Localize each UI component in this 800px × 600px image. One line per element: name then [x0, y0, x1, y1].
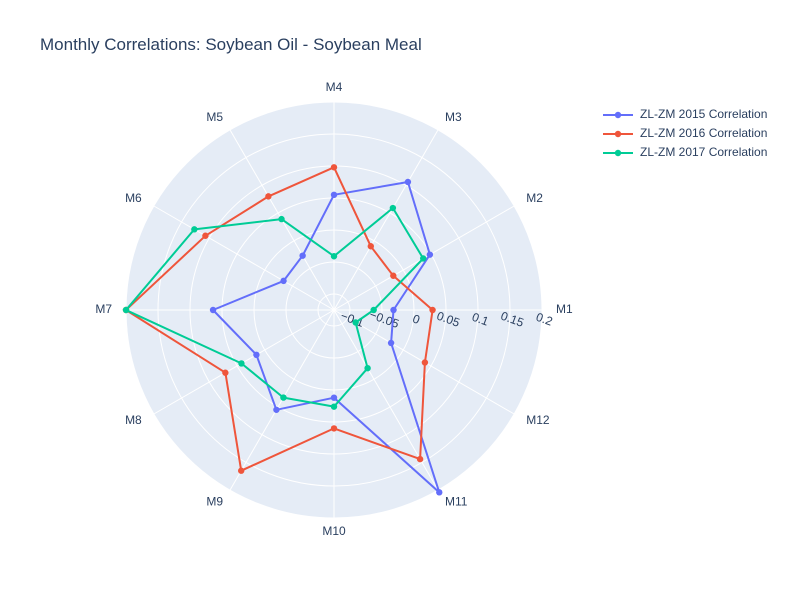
series-layer — [122, 164, 443, 496]
series-2-point-m10[interactable] — [330, 425, 338, 432]
series-3-point-m10[interactable] — [330, 403, 338, 410]
series-2-point-m11[interactable] — [416, 455, 424, 463]
angular-label-m10: M10 — [322, 524, 346, 538]
series-1-point-m5[interactable] — [299, 252, 306, 259]
series-3 — [122, 204, 427, 410]
legend-label-1: ZL-ZM 2015 Correlation — [640, 107, 767, 121]
legend-swatch-marker-3 — [614, 149, 622, 157]
series-3-point-m11[interactable] — [364, 364, 371, 372]
legend[interactable]: ZL-ZM 2015 Correlation ZL-ZM 2016 Correla… — [603, 107, 767, 159]
series-2-point-m1[interactable] — [429, 306, 436, 314]
series-3-point-m6[interactable] — [191, 226, 198, 233]
legend-item-1[interactable]: ZL-ZM 2015 Correlation — [603, 107, 767, 121]
angular-axis-labels: M1 M2 M3 M4 M5 M6 M7 M8 M9 M10 M11 M12 — [95, 80, 573, 538]
series-1-point-m9[interactable] — [273, 406, 280, 413]
series-1-point-m7[interactable] — [209, 306, 217, 314]
series-3-point-m4[interactable] — [330, 253, 338, 260]
series-2-point-m4[interactable] — [330, 164, 338, 171]
legend-item-2[interactable]: ZL-ZM 2016 Correlation — [603, 126, 767, 140]
angular-label-m7: M7 — [95, 302, 112, 316]
series-1-point-m10[interactable] — [330, 394, 338, 401]
series-1-point-m12[interactable] — [387, 339, 395, 347]
angular-label-m9: M9 — [206, 494, 223, 508]
series-2-point-m12[interactable] — [421, 359, 429, 366]
radial-tick-label-6: 0.2 — [534, 310, 555, 329]
angular-label-m1: M1 — [556, 302, 573, 316]
angular-label-m6: M6 — [125, 191, 142, 205]
angular-label-m11: M11 — [445, 494, 468, 508]
series-1-point-m3[interactable] — [404, 178, 412, 186]
series-3-point-m8[interactable] — [238, 360, 245, 367]
angular-label-m4: M4 — [326, 80, 343, 94]
legend-swatch-marker-1 — [614, 111, 622, 119]
series-1-point-m2[interactable] — [426, 251, 434, 258]
series-1-point-m8[interactable] — [253, 351, 260, 358]
series-1-point-m11[interactable] — [436, 489, 443, 496]
legend-swatch-marker-2 — [614, 130, 622, 138]
series-3-point-m2[interactable] — [420, 255, 427, 262]
series-2-point-m6[interactable] — [202, 232, 209, 239]
radial-tick-label-2: 0 — [411, 312, 422, 328]
legend-label-2: ZL-ZM 2016 Correlation — [640, 126, 767, 140]
angular-label-m12: M12 — [526, 413, 550, 427]
angular-label-m3: M3 — [445, 110, 462, 124]
angular-label-m8: M8 — [125, 413, 142, 427]
series-2-point-m9[interactable] — [238, 467, 245, 474]
series-1-point-m6[interactable] — [280, 277, 287, 285]
grid-spoke-3 — [333, 129, 439, 311]
series-3-point-m12[interactable] — [352, 319, 359, 326]
chart-title: Monthly Correlations: Soybean Oil - Soyb… — [40, 35, 422, 54]
series-3-point-m7[interactable] — [122, 306, 130, 314]
series-3-point-m9[interactable] — [280, 394, 287, 401]
series-3-point-m1[interactable] — [370, 306, 377, 314]
angular-label-m5: M5 — [206, 110, 223, 124]
series-2-point-m3[interactable] — [367, 243, 374, 250]
series-2-point-m8[interactable] — [222, 369, 229, 376]
series-1-point-m1[interactable] — [390, 306, 397, 314]
series-1 — [209, 178, 443, 496]
series-2-point-m5[interactable] — [265, 193, 272, 200]
series-3-point-m3[interactable] — [389, 204, 397, 212]
series-2-point-m2[interactable] — [390, 272, 397, 279]
angular-label-m2: M2 — [526, 191, 543, 205]
series-1-point-m4[interactable] — [330, 191, 338, 198]
grid-spoke-6 — [153, 205, 335, 311]
legend-item-3[interactable]: ZL-ZM 2017 Correlation — [603, 145, 767, 159]
legend-label-3: ZL-ZM 2017 Correlation — [640, 145, 767, 159]
series-3-point-m5[interactable] — [278, 215, 285, 223]
radial-tick-label-4: 0.1 — [470, 310, 491, 329]
